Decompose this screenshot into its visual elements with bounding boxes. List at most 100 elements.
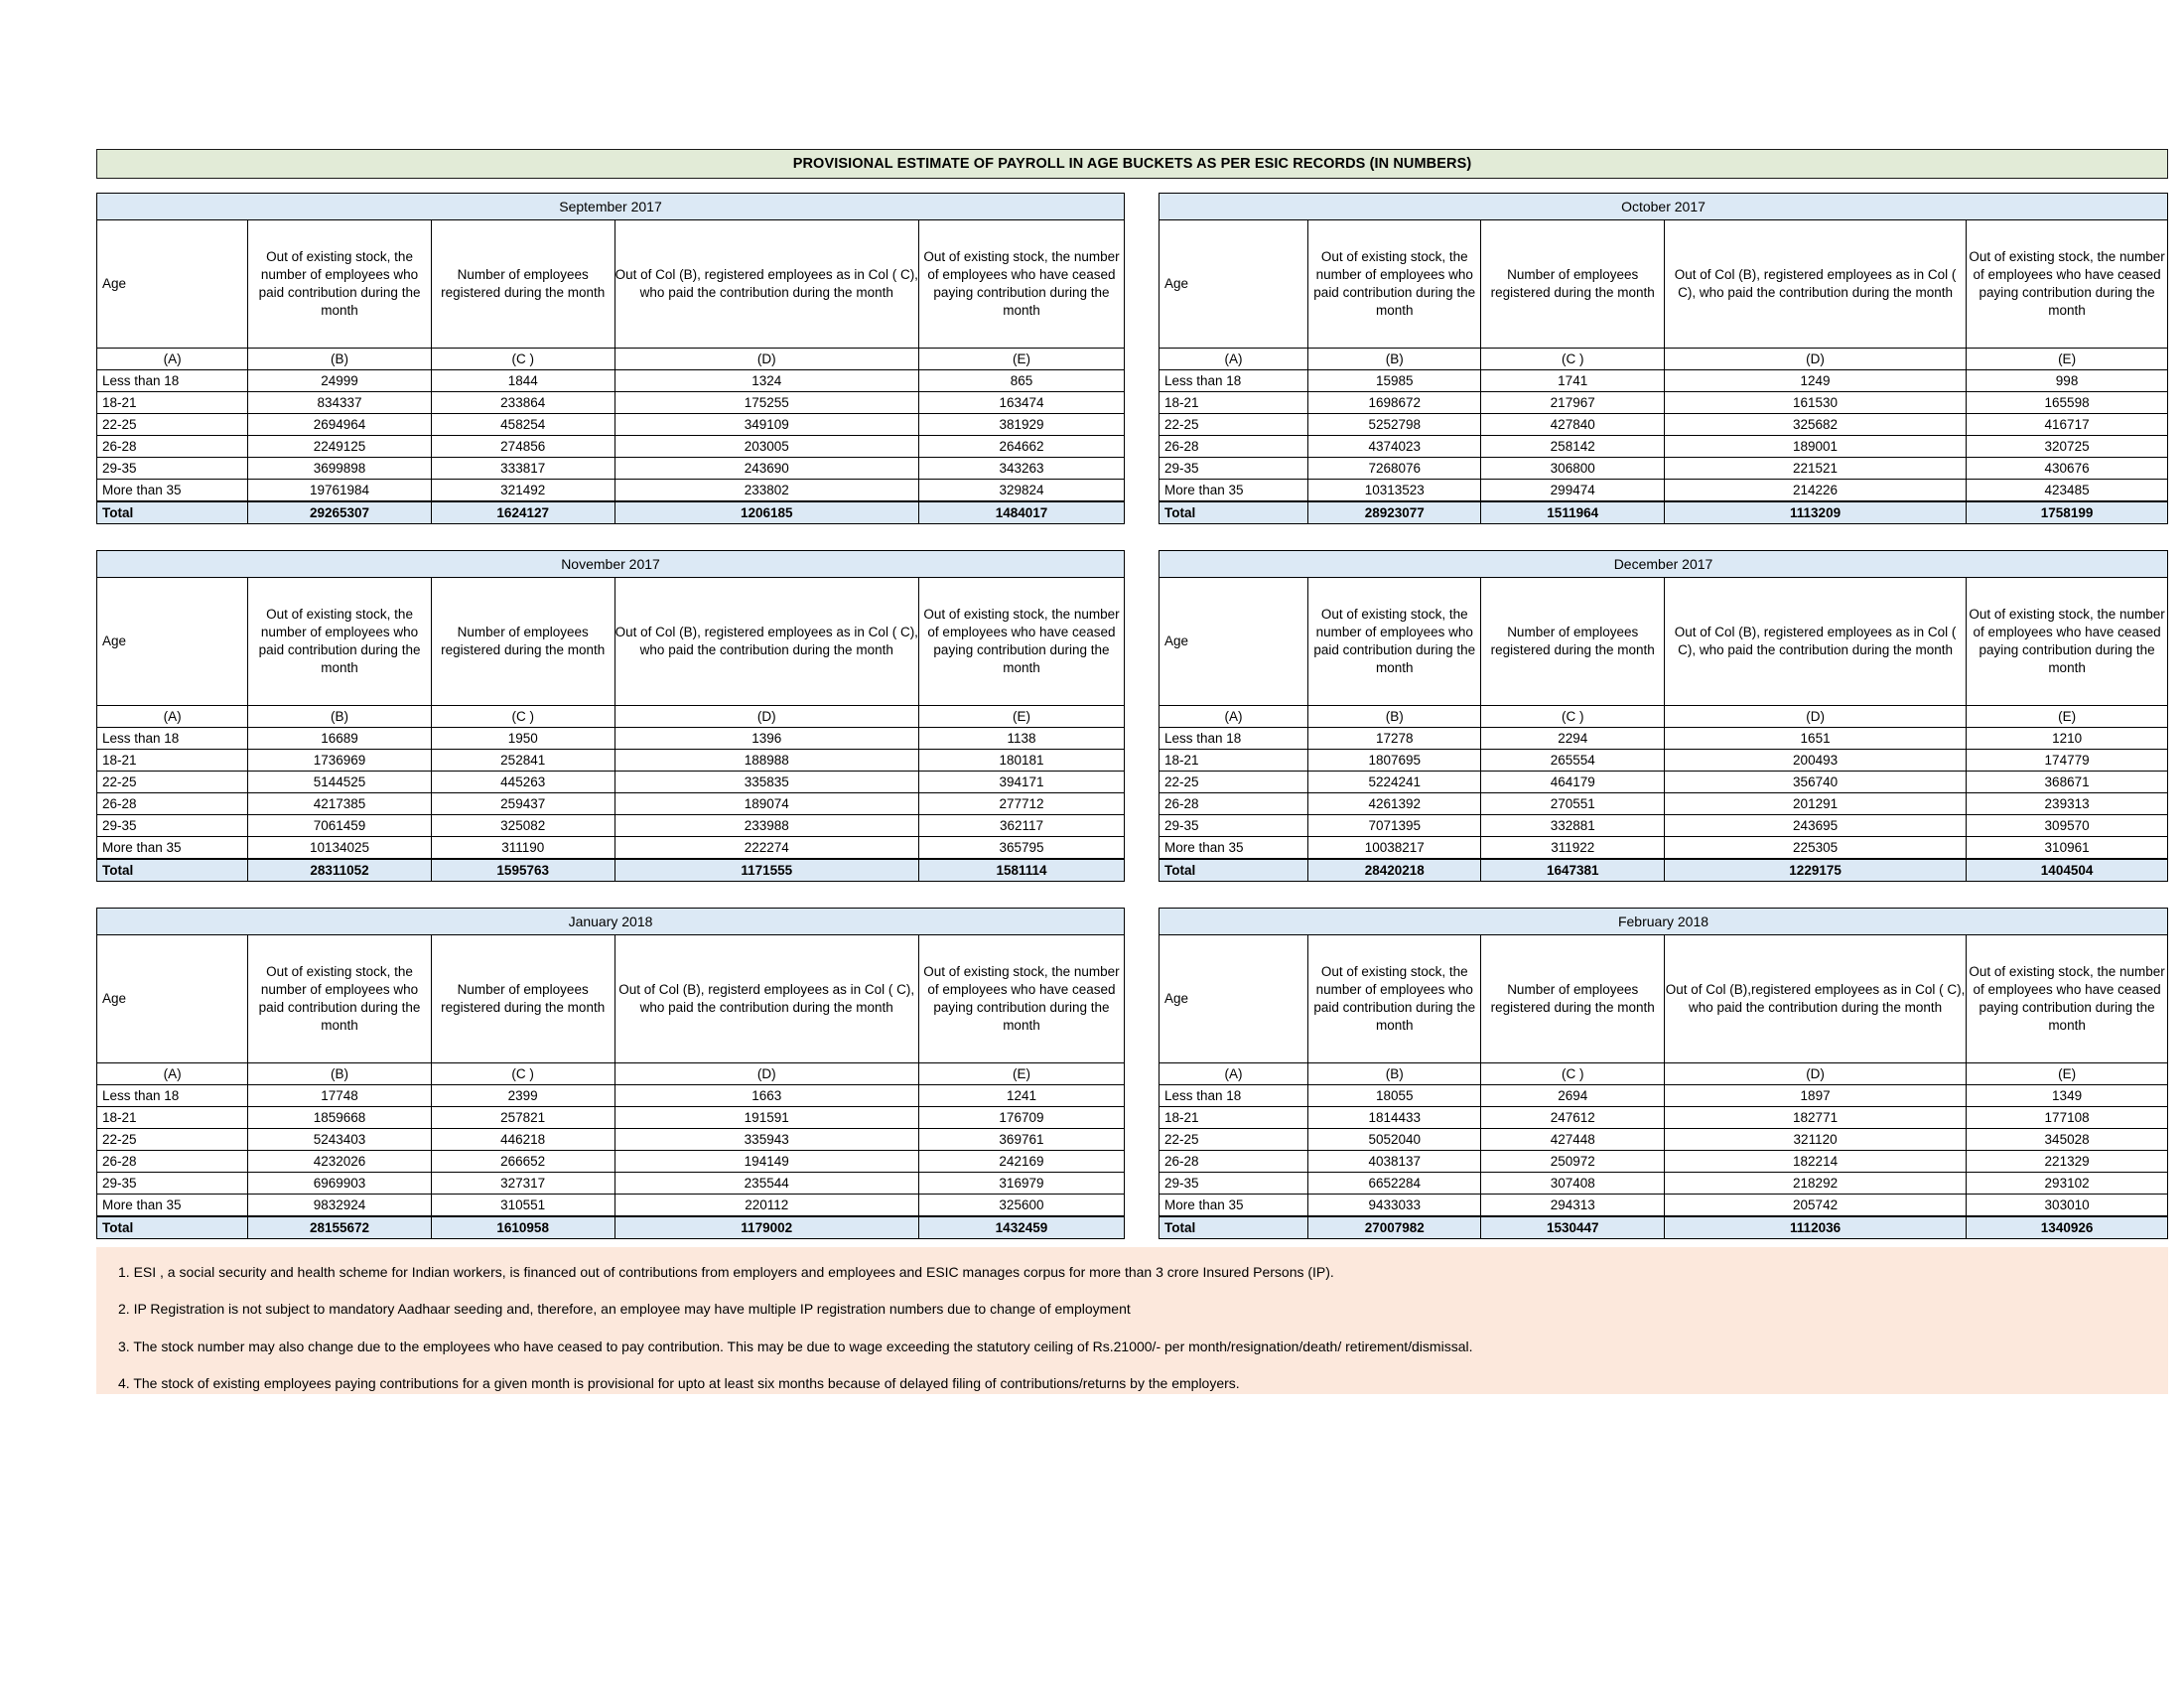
cell-e: 416717 [1966,413,2168,436]
table-body: November 2017 Age Out of existing stock,… [95,550,1126,882]
table-row: More than 35 10038217 311922 225305 310961 [1158,836,2168,860]
cell-c: 427840 [1480,413,1665,436]
cell-b: 1807695 [1307,749,1482,772]
month-table-block-october-2017: October 2017 Age Out of existing stock, … [1158,193,2168,524]
cell-total-c: 1595763 [430,858,615,882]
column-header-d: Out of Col (B), registered employees as … [1663,577,1968,706]
cell-b: 17748 [247,1084,432,1107]
cell-total-c: 1511964 [1480,500,1665,524]
month-title-row: September 2017 [96,193,1125,220]
cell-age: 18-21 [95,391,249,414]
cell-c: 321492 [430,479,615,502]
cell-b: 6652284 [1307,1172,1482,1195]
cell-d: 335835 [614,771,919,793]
table-row: Less than 18 18055 2694 1897 1349 [1158,1084,2168,1107]
cell-b: 17278 [1307,727,1482,750]
table-total-row: Total 28311052 1595763 1171555 1581114 [95,858,1126,882]
cell-e: 264662 [917,435,1126,458]
cell-age: Less than 18 [95,727,249,750]
cell-c: 311922 [1480,836,1665,860]
column-code-row: (A) (B) (C ) (D) (E) [95,1062,1126,1085]
column-code-b: (B) [247,705,432,728]
table-row: More than 35 10134025 311190 222274 365795 [95,836,1126,860]
column-code-d: (D) [1663,348,1968,370]
cell-e: 176709 [917,1106,1126,1129]
table-row: More than 35 10313523 299474 214226 423485 [1158,479,2168,502]
column-code-c: (C ) [1480,705,1665,728]
table-row: Less than 18 24999 1844 1324 865 [95,369,1126,392]
column-code-c: (C ) [430,1062,615,1085]
cell-c: 257821 [430,1106,615,1129]
table-row: 26-28 4374023 258142 189001 320725 [1158,435,2168,458]
cell-age: 22-25 [95,413,249,436]
column-code-row: (A) (B) (C ) (D) (E) [1158,348,2168,370]
cell-age: More than 35 [95,836,249,860]
column-header-e: Out of existing stock, the number of emp… [1966,934,2168,1063]
cell-d: 182771 [1663,1106,1968,1129]
footnotes-block: 1. ESI , a social security and health sc… [96,1247,2168,1394]
column-code-e: (E) [917,348,1126,370]
table-row: 29-35 7268076 306800 221521 430676 [1158,457,2168,480]
column-code-c: (C ) [1480,1062,1665,1085]
cell-b: 15985 [1307,369,1482,392]
column-header-c: Number of employees registered during th… [1480,577,1665,706]
cell-total-d: 1179002 [614,1215,919,1239]
column-header-b: Out of existing stock, the number of emp… [1307,577,1482,706]
table-row: Less than 18 17748 2399 1663 1241 [95,1084,1126,1107]
column-header-d: Out of Col (B), registered employees as … [614,577,919,706]
cell-age: Less than 18 [1158,1084,1309,1107]
cell-e: 239313 [1966,792,2168,815]
cell-c: 265554 [1480,749,1665,772]
table-total-row: Total 28923077 1511964 1113209 1758199 [1158,500,2168,524]
cell-e: 430676 [1966,457,2168,480]
cell-total-e: 1340926 [1966,1215,2168,1239]
cell-b: 5052040 [1307,1128,1482,1151]
cell-e: 365795 [917,836,1126,860]
cell-b: 2249125 [247,435,432,458]
column-description-row: Age Out of existing stock, the number of… [95,219,1126,349]
cell-e: 320725 [1966,435,2168,458]
column-header-b: Out of existing stock, the number of emp… [1307,219,1482,349]
cell-e: 242169 [917,1150,1126,1173]
table-row: 22-25 2694964 458254 349109 381929 [95,413,1126,436]
table-row: 29-35 6969903 327317 235544 316979 [95,1172,1126,1195]
cell-c: 306800 [1480,457,1665,480]
cell-age: 29-35 [95,814,249,837]
cell-d: 349109 [614,413,919,436]
cell-c: 294313 [1480,1194,1665,1217]
cell-total-b: 27007982 [1307,1215,1482,1239]
column-header-d: Out of Col (B),registered employees as i… [1663,934,1968,1063]
month-title: February 2018 [1159,908,2168,935]
cell-b: 5252798 [1307,413,1482,436]
column-code-e: (E) [1966,705,2168,728]
column-header-c: Number of employees registered during th… [430,577,615,706]
cell-b: 9433033 [1307,1194,1482,1217]
cell-c: 258142 [1480,435,1665,458]
cell-c: 333817 [430,457,615,480]
cell-d: 161530 [1663,391,1968,414]
column-code-a: (A) [95,1062,249,1085]
cell-total-e: 1404504 [1966,858,2168,882]
cell-age: 18-21 [1158,749,1309,772]
cell-d: 220112 [614,1194,919,1217]
column-header-c: Number of employees registered during th… [1480,934,1665,1063]
cell-total-c: 1610958 [430,1215,615,1239]
cell-e: 1210 [1966,727,2168,750]
cell-c: 1844 [430,369,615,392]
column-header-d: Out of Col (B), registered employees as … [614,219,919,349]
cell-age: More than 35 [1158,1194,1309,1217]
cell-e: 303010 [1966,1194,2168,1217]
cell-c: 2694 [1480,1084,1665,1107]
table-row: 18-21 1814433 247612 182771 177108 [1158,1106,2168,1129]
column-code-b: (B) [247,1062,432,1085]
column-code-e: (E) [917,705,1126,728]
payroll-table-october-2017: October 2017 Age Out of existing stock, … [1158,193,2168,524]
column-header-age: Age [95,934,249,1063]
table-row: 18-21 1698672 217967 161530 165598 [1158,391,2168,414]
column-code-b: (B) [247,348,432,370]
cell-age: Less than 18 [95,1084,249,1107]
cell-b: 6969903 [247,1172,432,1195]
cell-b: 5243403 [247,1128,432,1151]
cell-e: 177108 [1966,1106,2168,1129]
